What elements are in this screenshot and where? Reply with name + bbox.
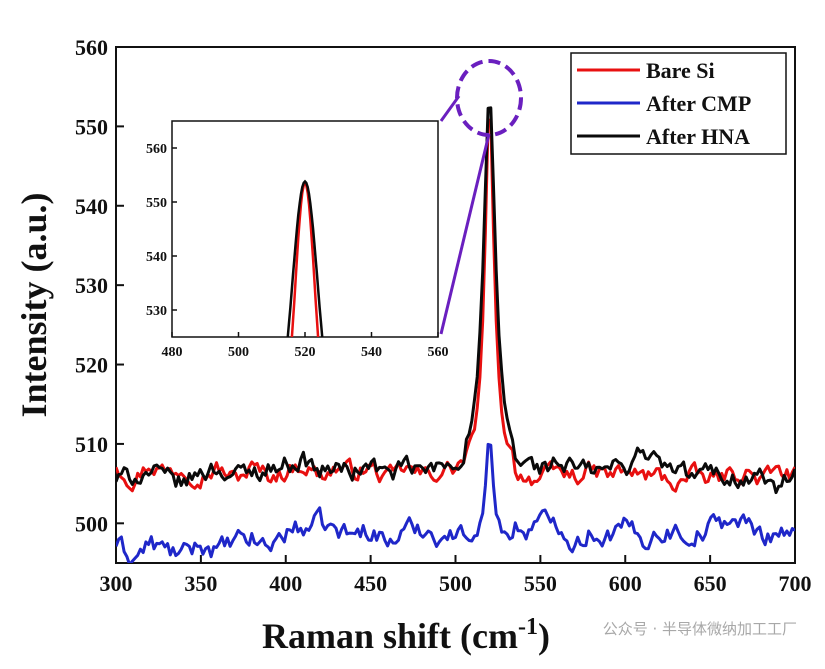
y-tick-label: 550: [75, 114, 108, 139]
x-tick-label: 300: [100, 571, 133, 596]
x-tick-label: 600: [609, 571, 642, 596]
x-tick-label: 500: [439, 571, 472, 596]
inset-series-layer: [286, 179, 324, 337]
inset-x-tick-label: 500: [228, 345, 249, 360]
y-tick-label: 500: [75, 511, 108, 536]
inset-x-tick-label: 560: [428, 345, 449, 360]
series-layer: [116, 106, 795, 563]
y-axis-title: Intensity (a.u.): [14, 192, 54, 417]
inset-plot: 480 500 520 540 560 530 540 550 560: [146, 120, 449, 360]
legend-label-after-hna: After HNA: [646, 124, 750, 149]
legend-label-after-cmp: After CMP: [646, 91, 751, 116]
inset-y-tick-label: 540: [146, 250, 167, 265]
x-tick-label: 550: [524, 571, 557, 596]
y-tick-label: 510: [75, 432, 108, 457]
legend: Bare Si After CMP After HNA: [570, 52, 787, 155]
watermark-text: 公众号 · 半导体微纳加工工厂: [603, 620, 797, 638]
inset-frame: [171, 120, 439, 338]
inset-x-tick-label: 480: [162, 345, 183, 360]
x-tick-label: 700: [779, 571, 812, 596]
x-tick-label: 650: [694, 571, 727, 596]
x-axis-title: Raman shift (cm-1): [262, 614, 550, 656]
legend-label-bare-si: Bare Si: [646, 58, 715, 83]
zoom-connector-top: [439, 95, 461, 122]
inset-x-tick-label: 520: [295, 345, 316, 360]
inset-x-tick-label: 540: [361, 345, 382, 360]
series-line-after-hna: [116, 106, 795, 495]
inset-y-tick-label: 560: [146, 142, 167, 157]
x-tick-label: 400: [269, 571, 302, 596]
y-tick-label: 560: [75, 35, 108, 60]
inset-y-tick-label: 550: [146, 196, 167, 211]
ticks-layer: 300 350 400 450 500 550 600 650 700 500 510 520 530 5…: [75, 35, 812, 596]
y-tick-label: 540: [75, 194, 108, 219]
inset-series-line-after-hna: [286, 179, 324, 337]
y-tick-label: 530: [75, 273, 108, 298]
x-tick-label: 350: [184, 571, 217, 596]
x-tick-label: 450: [354, 571, 387, 596]
inset-y-tick-label: 530: [146, 304, 167, 319]
series-line-after-cmp: [116, 442, 795, 563]
inset-ticks-layer: 480 500 520 540 560 530 540 550 560: [146, 142, 449, 360]
zoom-connector-bottom: [439, 133, 491, 335]
y-tick-label: 520: [75, 353, 108, 378]
